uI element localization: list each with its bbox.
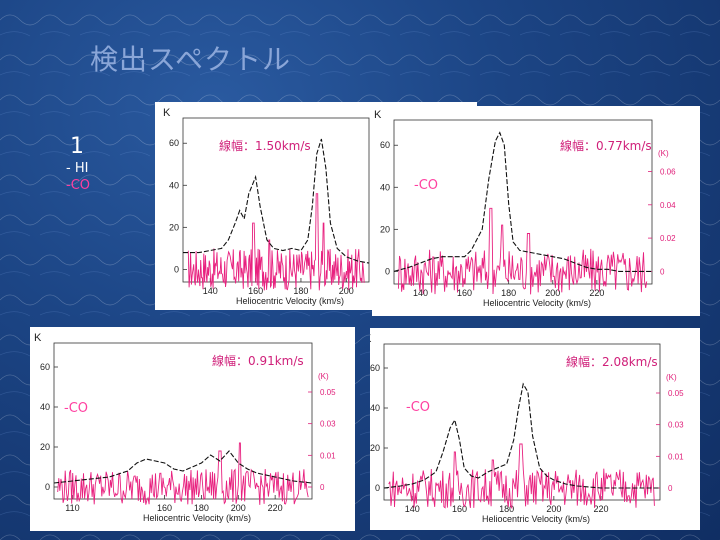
x-tick-label: 160 <box>452 504 467 514</box>
plot-frame <box>53 342 313 500</box>
spectrum-chart-4: K 0 20 40 60 140 160 180 200 220 Heliocentric Velo… <box>370 333 684 524</box>
y-tick-label: 40 <box>40 402 50 412</box>
y-tick-label: 60 <box>40 362 50 372</box>
spectrum-panel-3: K 0 20 40 60 110 160 180 200 220 Heliocentric Velo… <box>30 327 355 531</box>
y-tick-label: 20 <box>40 442 50 452</box>
right-tick-label: 0.03 <box>668 421 684 430</box>
co-spectrum-line <box>397 207 648 295</box>
axis-unit-k: K <box>374 109 382 121</box>
hi-spectrum-line <box>53 450 313 484</box>
axis-unit-k: K <box>370 333 372 345</box>
right-tick-label: 0.03 <box>320 420 336 429</box>
axis-unit-right: (K) <box>666 373 677 382</box>
hi-spectrum-line <box>183 138 370 264</box>
slide-title: 検出スペクトル <box>90 43 292 76</box>
y-tick-label: 0 <box>174 264 179 274</box>
x-axis-label: Heliocentric Velocity (km/s) <box>143 513 251 523</box>
axis-unit-k: K <box>163 107 171 119</box>
legend-co: -CO <box>66 178 91 193</box>
line-width-label: 線幅：2.08km/s <box>566 354 658 369</box>
y-tick-label: 60 <box>380 140 390 150</box>
right-tick-label: 0.05 <box>668 389 684 398</box>
right-tick-label: 0.01 <box>320 451 336 460</box>
spectrum-number: 1 <box>70 134 84 159</box>
co-spectrum-line <box>187 193 365 291</box>
x-tick-label: 180 <box>501 288 516 298</box>
x-tick-label: 180 <box>499 504 514 514</box>
x-tick-label: 180 <box>293 286 308 296</box>
y-tick-label: 60 <box>370 363 380 373</box>
y-tick-label: 0 <box>375 483 380 493</box>
plot-frame <box>383 343 661 501</box>
y-tick-label: 0 <box>385 266 390 276</box>
line-width-label: 線幅：1.50km/s <box>219 138 311 153</box>
y-tick-label: 40 <box>169 180 179 190</box>
y-tick-label: 60 <box>169 138 179 148</box>
x-tick-label: 110 <box>65 503 79 513</box>
legend-hi: - HI <box>66 161 89 176</box>
x-tick-label: 160 <box>157 503 172 513</box>
x-axis-label: Heliocentric Velocity (km/s) <box>483 298 591 308</box>
x-tick-label: 140 <box>413 288 428 298</box>
hi-spectrum-line <box>383 382 660 489</box>
right-tick-label: 0.04 <box>660 201 676 210</box>
x-axis-label: Heliocentric Velocity (km/s) <box>236 296 344 306</box>
y-tick-label: 20 <box>169 222 179 232</box>
x-tick-label: 200 <box>339 286 354 296</box>
x-tick-label: 160 <box>457 288 472 298</box>
y-tick-label: 20 <box>380 224 390 234</box>
x-tick-label: 200 <box>545 288 560 298</box>
right-tick-label: 0 <box>668 484 673 493</box>
y-tick-label: 0 <box>45 482 50 492</box>
x-tick-label: 160 <box>248 286 263 296</box>
y-tick-label: 20 <box>370 443 380 453</box>
y-tick-label: 40 <box>380 182 390 192</box>
spectrum-chart-3: K 0 20 40 60 110 160 180 200 220 Heliocentric Velo… <box>34 332 336 523</box>
right-tick-label: 0 <box>660 267 665 276</box>
legend-co-3: -CO <box>64 401 89 416</box>
hi-spectrum-line <box>393 131 652 272</box>
spectrum-panel-4: K 0 20 40 60 140 160 180 200 220 Heliocentric Velo… <box>370 328 700 530</box>
spectrum-panel-2: K 0 20 40 60 140 160 180 200 220 Heliocentric Velo… <box>372 106 700 316</box>
legend-hi-4: - HI <box>406 383 429 398</box>
line-width-label: 線幅：0.91km/s <box>212 353 304 368</box>
co-spectrum-line <box>57 442 309 505</box>
right-tick-label: 0.01 <box>668 452 684 461</box>
x-tick-label: 200 <box>546 504 561 514</box>
right-tick-label: 0.02 <box>660 234 676 243</box>
x-tick-label: 140 <box>405 504 420 514</box>
right-tick-label: 0.05 <box>320 388 336 397</box>
axis-unit-right: (K) <box>318 372 329 381</box>
axis-unit-k: K <box>34 332 42 344</box>
x-tick-label: 180 <box>194 503 209 513</box>
right-tick-label: 0.06 <box>660 168 676 177</box>
x-axis-label: Heliocentric Velocity (km/s) <box>482 514 590 524</box>
legend-hi-3: - HI <box>64 384 87 399</box>
x-tick-label: 140 <box>203 286 218 296</box>
plot-frame <box>182 117 370 283</box>
x-tick-label: 220 <box>594 504 609 514</box>
x-tick-label: 220 <box>589 288 604 298</box>
y-tick-label: 40 <box>370 403 380 413</box>
x-tick-label: 220 <box>268 503 283 513</box>
x-tick-label: 200 <box>231 503 246 513</box>
co-spectrum-line <box>388 443 655 510</box>
legend-co-2: -CO <box>414 178 439 193</box>
legend-co-4: -CO <box>406 400 431 415</box>
axis-unit-right: (K) <box>658 149 669 158</box>
line-width-label: 線幅：0.77km/s <box>560 138 652 153</box>
right-tick-label: 0 <box>320 483 325 492</box>
legend-hi-2: - HI <box>414 162 437 177</box>
